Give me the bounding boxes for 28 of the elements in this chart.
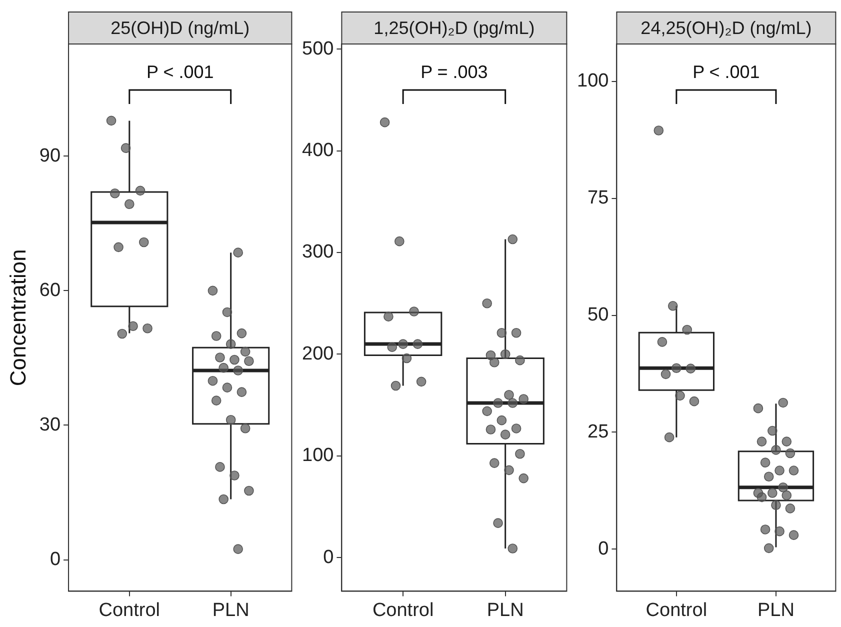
y-tick-label: 300 [302, 242, 334, 263]
y-tick-label: 200 [302, 343, 334, 364]
y-tick-label: 0 [323, 546, 334, 568]
y-tick-label: 400 [302, 140, 334, 162]
chart-title: 25(OH)D (ng/mL) [110, 18, 250, 38]
x-tick-label: PLN [212, 600, 250, 621]
y-tick-label: 30 [39, 414, 61, 436]
y-tick-label: 100 [577, 70, 609, 92]
y-tick-label: 50 [588, 304, 609, 326]
x-tick-label: PLN [757, 600, 794, 621]
y-tick-label: 0 [598, 538, 609, 560]
annotation: P < .001 [692, 62, 760, 82]
x-tick-label: PLN [486, 600, 524, 621]
y-tick-label: 0 [50, 549, 61, 570]
x-tick-label: Control [372, 600, 434, 621]
x-tick-label: Control [646, 600, 708, 621]
chart-title: 24,25(OH)₂D (ng/mL) [640, 18, 812, 38]
y-tick-label: 90 [39, 145, 61, 166]
y-tick-label: 60 [39, 280, 61, 301]
x-tick-label: Control [98, 600, 160, 621]
y-tick-label: 75 [588, 188, 609, 209]
annotation: P < .001 [146, 62, 214, 82]
y-tick-label: 100 [302, 445, 334, 466]
y-tick-label: 500 [302, 38, 334, 60]
chart-title: 1,25(OH)₂D (pg/mL) [374, 18, 535, 38]
annotation: P = .003 [420, 62, 488, 82]
y-axis-title: Concentration [5, 249, 30, 386]
y-tick-label: 25 [588, 421, 609, 442]
